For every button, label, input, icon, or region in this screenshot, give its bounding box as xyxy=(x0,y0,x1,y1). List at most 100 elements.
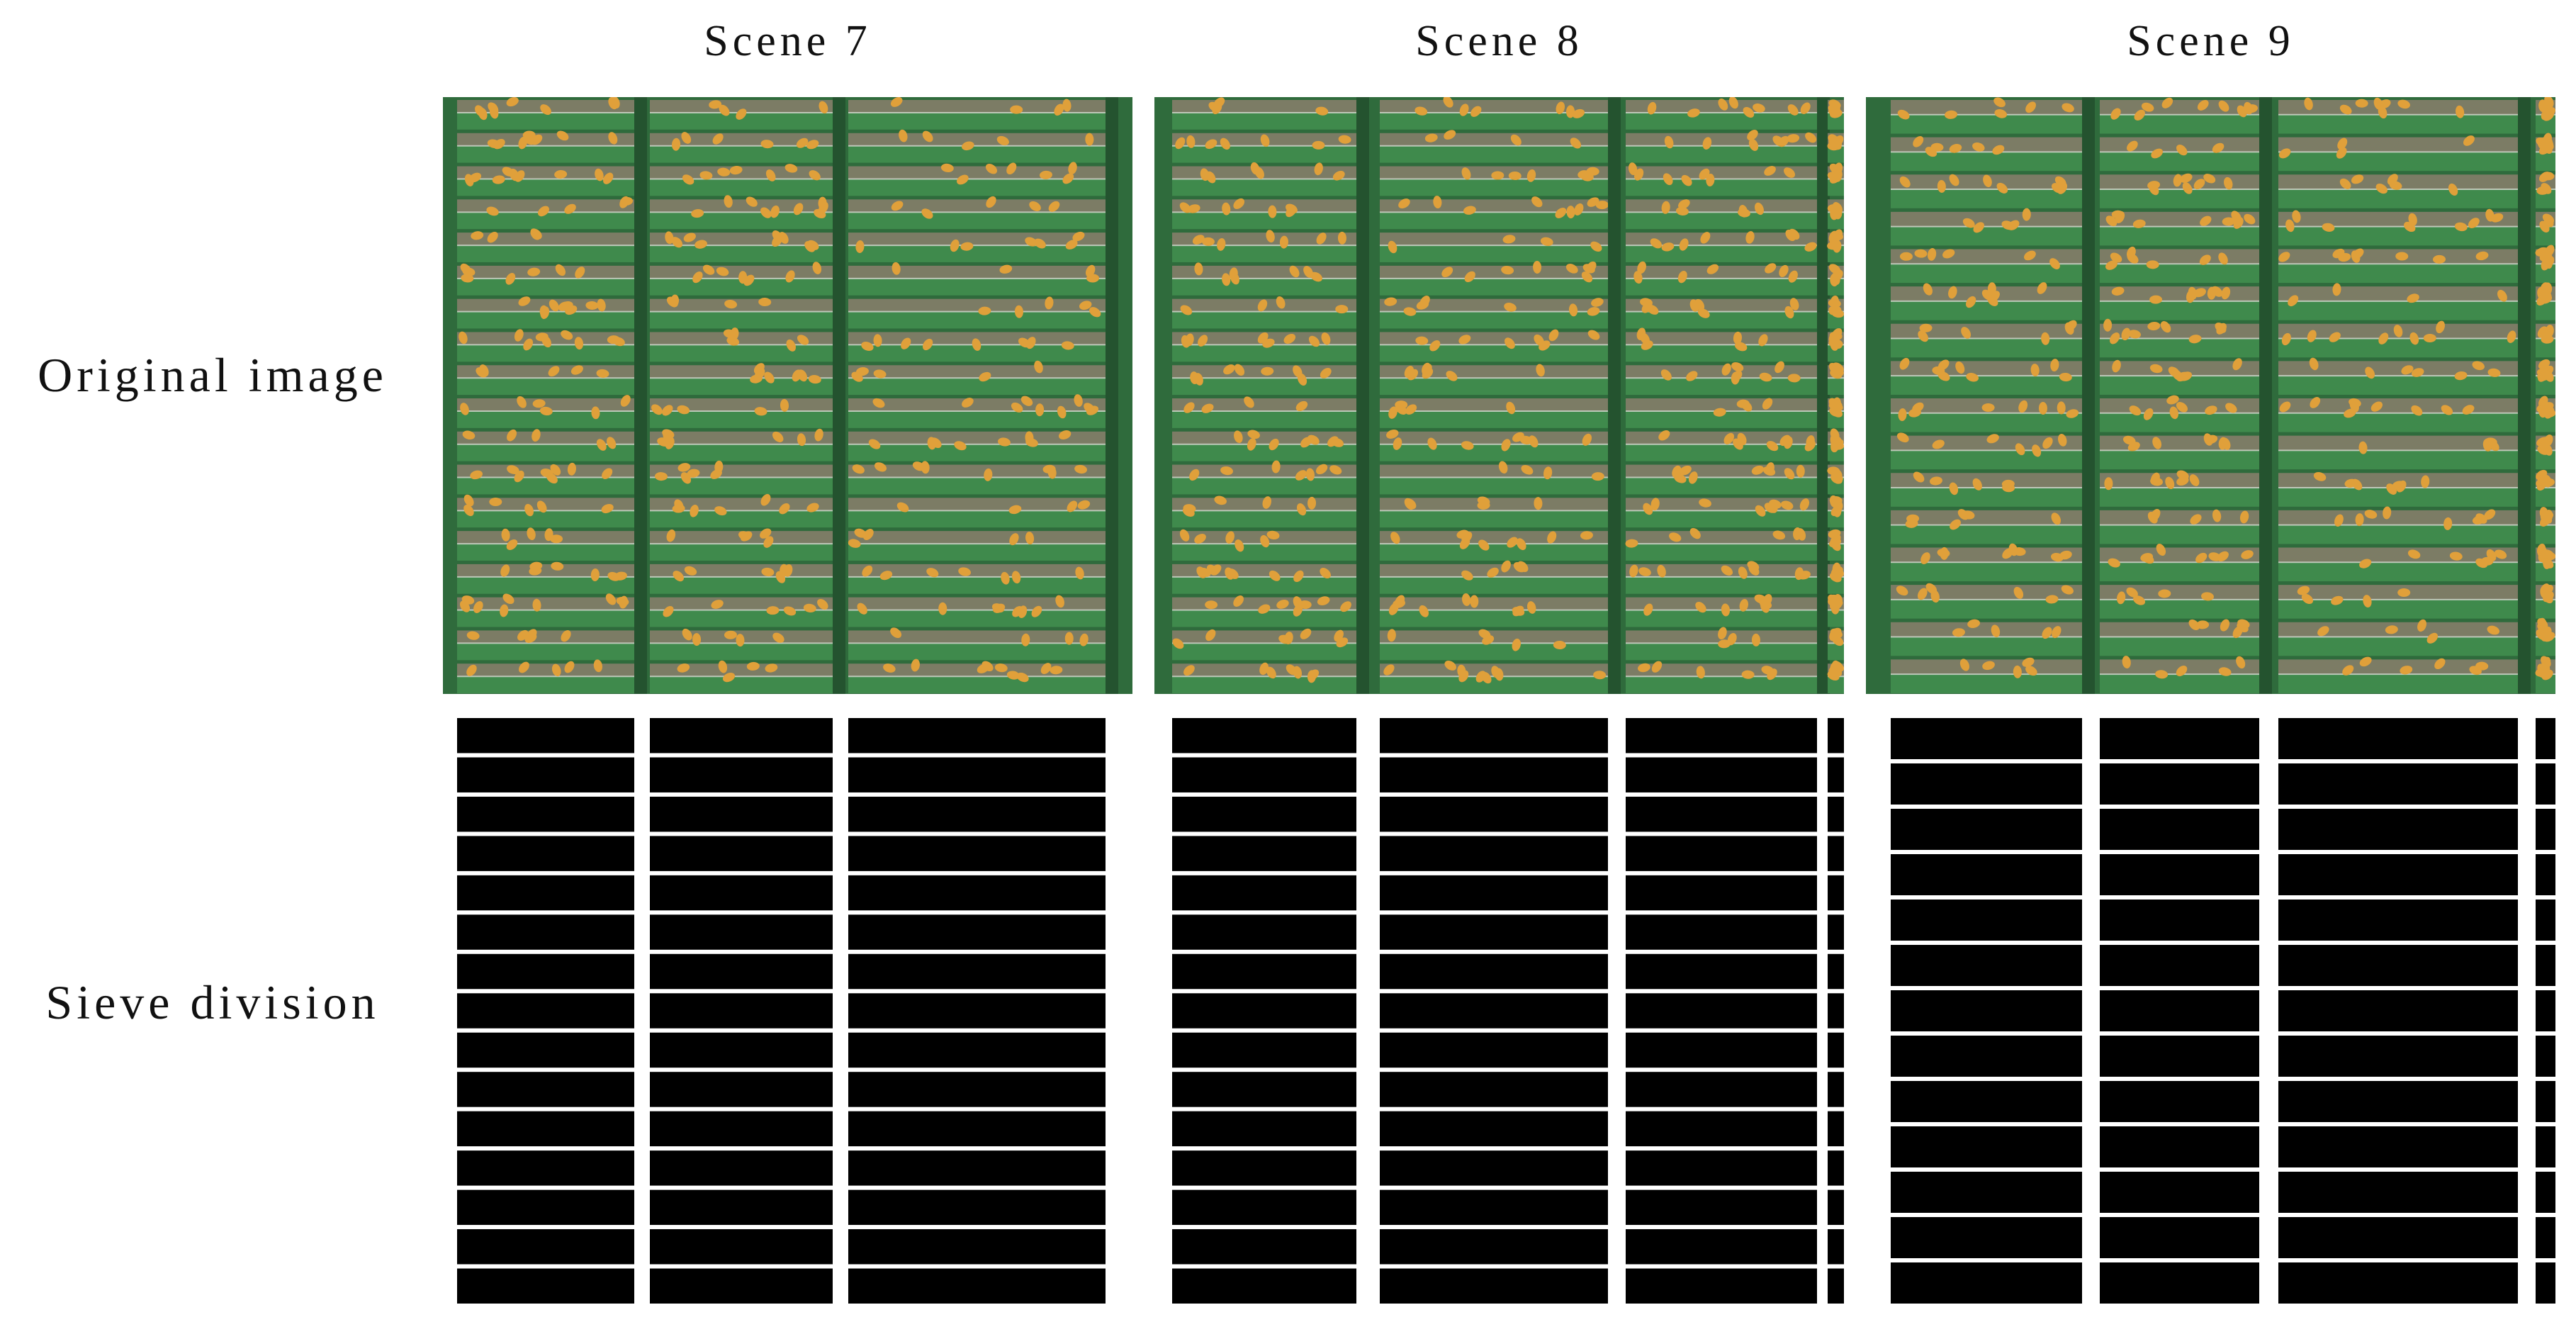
corn-kernel xyxy=(2475,661,2489,671)
corn-kernel xyxy=(2411,405,2423,416)
corn-kernel xyxy=(1828,529,1841,539)
sieve-cell xyxy=(650,1229,833,1265)
corn-kernel xyxy=(2037,282,2047,294)
debris-strip xyxy=(457,630,634,646)
corn-kernel xyxy=(1908,408,1921,418)
corn-kernel xyxy=(2484,509,2496,520)
corn-kernel xyxy=(797,335,809,345)
corn-kernel xyxy=(1766,441,1779,452)
corn-kernel xyxy=(764,371,775,383)
corn-kernel xyxy=(772,230,783,242)
corn-kernel xyxy=(2537,546,2546,559)
sieve-cell xyxy=(2278,990,2518,1031)
corn-kernel xyxy=(819,201,828,214)
corn-kernel xyxy=(922,130,933,142)
corn-kernel xyxy=(1276,599,1289,609)
corn-kernel xyxy=(1244,396,1254,408)
corn-kernel xyxy=(927,437,936,450)
debris-strip xyxy=(1891,323,2082,341)
corn-kernel xyxy=(1257,332,1269,344)
sieve-cell xyxy=(1828,914,1844,950)
corn-kernel xyxy=(662,405,673,416)
sieve-slat xyxy=(2278,301,2518,320)
sieve-division-mask-scene-7 xyxy=(443,711,1132,1315)
sieve-cell xyxy=(1172,875,1356,911)
sieve-cell xyxy=(2278,1081,2518,1122)
corn-kernel xyxy=(607,437,617,449)
corn-kernel xyxy=(2042,437,2053,449)
corn-kernel xyxy=(2443,517,2453,530)
corn-kernel xyxy=(523,338,534,351)
corn-kernel xyxy=(962,141,974,151)
corn-kernel xyxy=(1220,466,1233,476)
corn-kernel xyxy=(1498,461,1508,474)
corn-kernel xyxy=(1510,134,1522,146)
sieve-slat xyxy=(2536,488,2555,507)
corn-kernel xyxy=(1061,341,1074,350)
sieve-slat xyxy=(650,344,833,362)
corn-kernel xyxy=(507,429,517,442)
corn-kernel xyxy=(1789,298,1799,310)
sieve-cell xyxy=(650,1111,833,1147)
debris-strip xyxy=(1891,510,2082,527)
corn-kernel xyxy=(1062,99,1072,112)
corn-kernel xyxy=(1587,307,1600,316)
sieve-slat xyxy=(1626,676,1817,694)
corn-kernel xyxy=(1072,231,1085,242)
corn-kernel xyxy=(2025,666,2037,676)
corn-kernel xyxy=(1387,629,1396,642)
sieve-cell xyxy=(1891,854,2082,895)
corn-kernel xyxy=(690,504,699,517)
debris-strip xyxy=(1380,431,1608,447)
corn-kernel xyxy=(2359,656,2372,667)
corn-kernel xyxy=(1828,598,1840,607)
corn-kernel xyxy=(1669,532,1682,542)
sieve-cell xyxy=(1828,1150,1844,1186)
corn-kernel xyxy=(2041,332,2050,345)
corn-kernel xyxy=(2463,135,2475,146)
corn-kernel xyxy=(998,437,1011,447)
corn-kernel xyxy=(681,132,692,144)
corn-kernel xyxy=(470,470,483,480)
corn-kernel xyxy=(620,395,631,407)
corn-kernel xyxy=(608,132,618,145)
corn-kernel xyxy=(532,399,546,408)
debris-strip xyxy=(2278,137,2518,155)
corn-kernel xyxy=(1262,496,1271,509)
corn-kernel xyxy=(770,205,780,218)
corn-kernel xyxy=(1937,179,1946,193)
sieve-slat xyxy=(2278,376,2518,395)
corn-kernel xyxy=(758,298,772,307)
corn-kernel xyxy=(852,464,865,474)
corn-kernel xyxy=(1986,434,1999,444)
corn-kernel xyxy=(1758,334,1768,347)
corn-kernel xyxy=(670,294,680,308)
sieve-cell xyxy=(1891,1217,2082,1258)
corn-kernel xyxy=(1415,336,1429,345)
sieve-slat xyxy=(2100,189,2259,208)
corn-kernel xyxy=(2190,514,2202,525)
sieve-slat xyxy=(848,212,1106,230)
corn-kernel xyxy=(1386,429,1399,439)
corn-kernel xyxy=(2543,408,2555,418)
corn-kernel xyxy=(2407,293,2419,303)
corn-kernel xyxy=(1268,205,1277,218)
corn-kernel xyxy=(2151,148,2163,159)
corn-kernel xyxy=(2117,591,2126,605)
corn-kernel xyxy=(1920,552,1930,564)
sieve-slat xyxy=(1828,643,1844,661)
corn-kernel xyxy=(1487,567,1499,578)
sieve-slat xyxy=(848,344,1106,362)
corn-kernel xyxy=(2127,442,2140,452)
corn-kernel xyxy=(1405,404,1417,415)
corn-kernel xyxy=(2129,405,2142,416)
sieve-slat xyxy=(1891,301,2082,320)
sieve-slat xyxy=(650,245,833,262)
corn-kernel xyxy=(2042,627,2052,639)
sieve-cell xyxy=(2100,990,2259,1031)
sieve-slat xyxy=(1380,179,1608,196)
debris-strip xyxy=(848,498,1106,513)
corn-kernel xyxy=(2111,286,2125,296)
corn-kernel xyxy=(1271,460,1281,474)
sieve-slat xyxy=(1891,339,2082,358)
